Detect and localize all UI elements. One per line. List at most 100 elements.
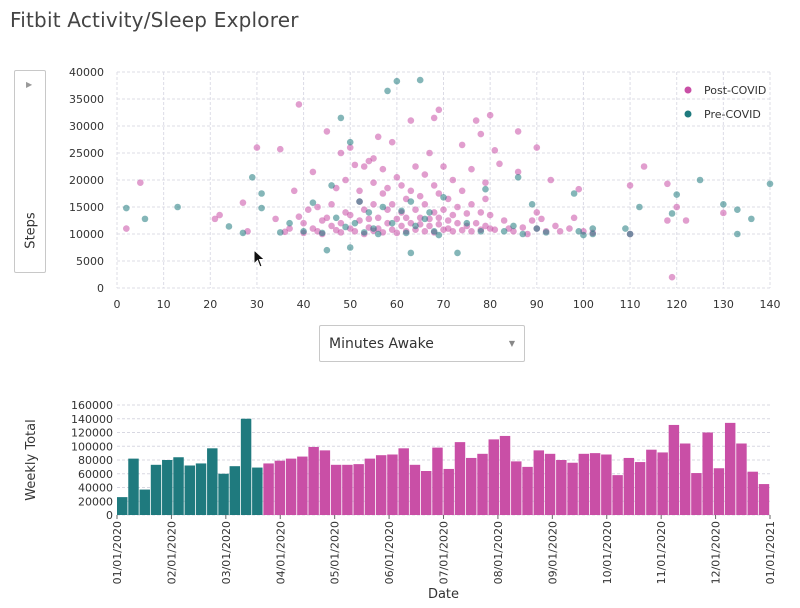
post-covid-point xyxy=(421,171,429,178)
x-axis-variable-select[interactable]: Minutes Awake ▼ xyxy=(319,325,525,362)
pre-covid-bar xyxy=(162,460,173,515)
pre-covid-point xyxy=(589,230,597,238)
bar-y-tick-label: 120000 xyxy=(71,427,113,440)
post-covid-bar xyxy=(387,454,398,515)
post-covid-bar xyxy=(679,443,691,515)
post-covid-point xyxy=(398,222,405,230)
pre-covid-point xyxy=(421,215,429,223)
post-covid-point xyxy=(575,185,583,193)
post-covid-point xyxy=(664,217,671,224)
post-covid-bar xyxy=(724,422,736,515)
pre-covid-point xyxy=(174,203,181,211)
pre-covid-point xyxy=(318,229,326,237)
post-covid-bar xyxy=(511,461,522,515)
post-covid-point xyxy=(533,209,541,216)
scatter-x-tick-label: 140 xyxy=(760,298,781,311)
pre-covid-point xyxy=(402,229,410,237)
legend-marker xyxy=(684,86,692,94)
post-covid-point xyxy=(416,192,424,200)
bar-x-tick-label: 04/01/2020 xyxy=(274,521,287,584)
post-covid-bar xyxy=(420,471,432,515)
post-covid-point xyxy=(468,201,475,208)
pre-covid-point xyxy=(225,223,233,230)
pre-covid-bar xyxy=(139,489,150,515)
caret-right-icon: ▶ xyxy=(26,80,33,89)
post-covid-point xyxy=(356,187,363,195)
post-covid-point xyxy=(449,228,457,235)
post-covid-point xyxy=(388,138,396,146)
post-covid-point xyxy=(276,145,284,153)
pre-covid-point xyxy=(239,229,247,237)
pre-covid-bar xyxy=(184,465,196,515)
y-axis-variable-select[interactable]: ▶ Steps xyxy=(14,70,46,273)
pre-covid-point xyxy=(668,210,676,217)
post-covid-bar xyxy=(263,463,274,515)
post-covid-point xyxy=(533,144,541,151)
pre-covid-point xyxy=(412,222,419,230)
post-covid-bar xyxy=(319,450,331,515)
post-covid-point xyxy=(323,214,331,222)
post-covid-point xyxy=(482,179,489,186)
post-covid-bar xyxy=(477,453,488,515)
post-covid-point xyxy=(314,203,321,211)
post-covid-bar xyxy=(297,456,308,515)
pre-covid-point xyxy=(500,228,508,235)
pre-covid-point xyxy=(477,228,485,235)
pre-covid-point xyxy=(258,190,265,197)
post-covid-point xyxy=(342,176,349,184)
post-covid-bar xyxy=(567,462,578,515)
post-covid-bar xyxy=(668,424,680,515)
post-covid-point xyxy=(673,203,681,211)
pre-covid-point xyxy=(398,207,405,215)
post-covid-point xyxy=(472,117,480,124)
pre-covid-bar xyxy=(117,497,128,515)
pre-covid-point xyxy=(533,225,541,232)
pre-covid-point xyxy=(580,231,587,239)
bar-y-tick-label: 40000 xyxy=(78,482,113,495)
post-covid-point xyxy=(272,215,279,223)
pre-covid-point xyxy=(309,199,317,206)
post-covid-bar xyxy=(353,464,364,515)
post-covid-bar xyxy=(409,464,421,515)
post-covid-bar xyxy=(522,466,533,515)
post-covid-point xyxy=(435,190,443,197)
bar-x-tick-label: 08/01/2020 xyxy=(492,521,505,584)
bar-x-tick-label: 01/01/2020 xyxy=(111,521,124,584)
legend-label: Pre-COVID xyxy=(704,108,761,121)
pre-covid-bar xyxy=(128,458,139,515)
scatter-x-tick-label: 60 xyxy=(390,298,404,311)
post-covid-point xyxy=(407,187,415,195)
post-covid-point xyxy=(472,219,480,227)
scatter-y-tick-label: 10000 xyxy=(69,228,104,241)
post-covid-point xyxy=(463,210,471,217)
post-covid-point xyxy=(337,229,345,236)
bar-x-tick-label: 06/01/2020 xyxy=(383,521,396,584)
scatter-x-tick-label: 100 xyxy=(573,298,594,311)
pre-covid-point xyxy=(393,77,401,85)
pre-covid-point xyxy=(430,228,438,235)
bar-x-tick-label: 03/01/2020 xyxy=(220,521,233,584)
post-covid-bar xyxy=(466,457,477,515)
post-covid-bar xyxy=(274,460,286,515)
post-covid-point xyxy=(626,182,634,189)
post-covid-point xyxy=(440,163,447,170)
pre-covid-point xyxy=(575,228,583,235)
bar-y-tick-label: 140000 xyxy=(71,413,113,426)
pre-covid-point xyxy=(123,204,130,212)
pre-covid-point xyxy=(337,114,345,122)
post-covid-point xyxy=(370,155,377,162)
pre-covid-point xyxy=(636,203,643,211)
pre-covid-point xyxy=(407,198,415,205)
post-covid-point xyxy=(328,222,335,230)
post-covid-point xyxy=(304,206,312,213)
post-covid-point xyxy=(449,176,457,184)
pre-covid-point xyxy=(276,229,284,236)
pre-covid-point xyxy=(510,222,517,230)
scatter-x-tick-label: 80 xyxy=(483,298,497,311)
pre-covid-point xyxy=(328,182,335,189)
post-covid-point xyxy=(435,220,443,228)
post-covid-point xyxy=(421,228,429,235)
pre-covid-point xyxy=(416,76,424,84)
post-covid-point xyxy=(346,211,354,219)
